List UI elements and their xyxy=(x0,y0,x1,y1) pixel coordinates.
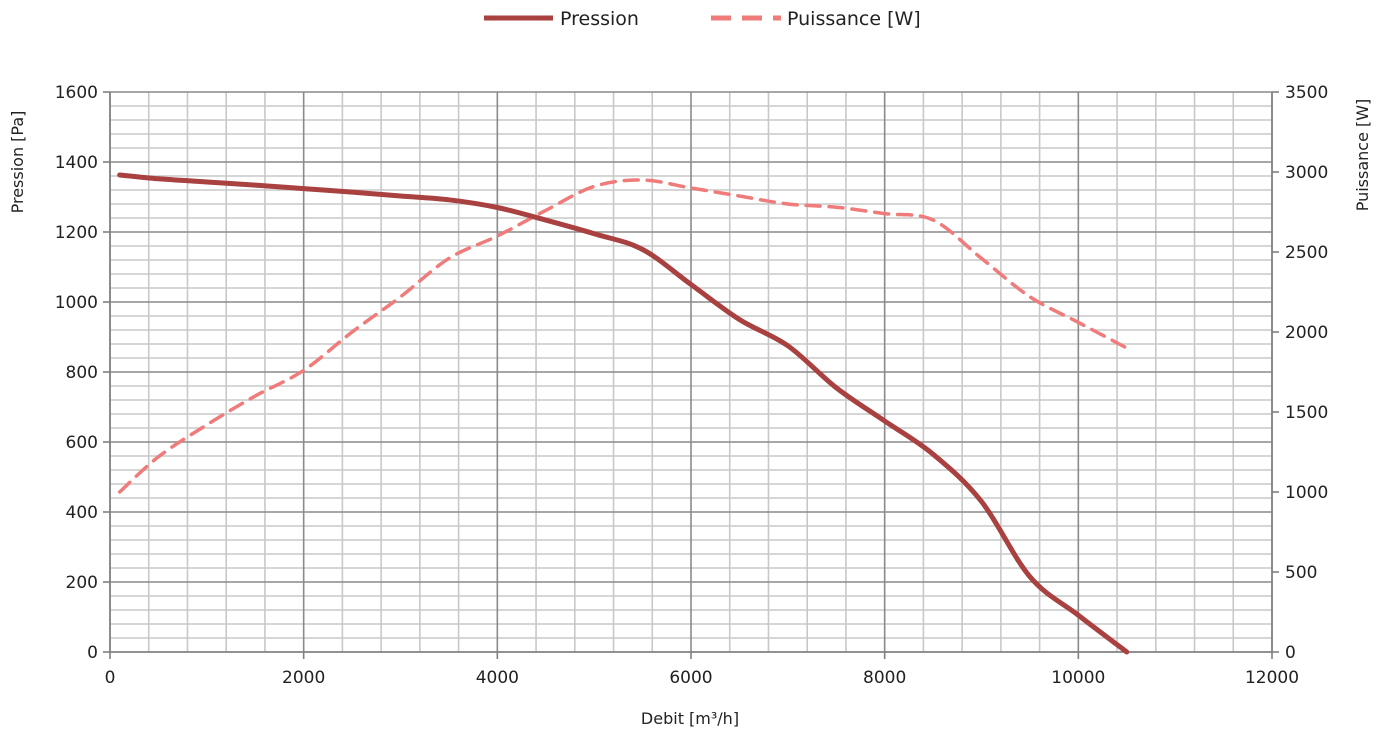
y2-tick-label: 0 xyxy=(1285,643,1296,663)
y-tick-label: 400 xyxy=(66,503,98,523)
y-tick-label: 0 xyxy=(87,643,98,663)
x-tick-label: 0 xyxy=(105,668,116,688)
y-tick-label: 1000 xyxy=(55,293,98,313)
y-tick-label: 1200 xyxy=(55,223,98,243)
x-tick-label: 4000 xyxy=(476,668,519,688)
y-tick-label: 600 xyxy=(66,433,98,453)
legend: Pression Puissance [W] xyxy=(484,8,921,30)
series-line-pression xyxy=(117,172,1130,655)
series-layer xyxy=(117,172,1130,655)
y2-axis-title: Puissance [W] xyxy=(1353,99,1372,212)
x-tick-label: 10000 xyxy=(1051,668,1105,688)
series-line-puissance xyxy=(117,178,1129,494)
y-tick-label: 1400 xyxy=(55,153,98,173)
y2-tick-label: 1500 xyxy=(1285,403,1328,423)
y-axis-title: Pression [Pa] xyxy=(8,111,27,214)
y2-tick-label: 500 xyxy=(1285,563,1317,583)
x-tick-label: 6000 xyxy=(669,668,712,688)
y-tick-label: 800 xyxy=(66,363,98,383)
y-tick-label: 200 xyxy=(66,573,98,593)
tick-labels: 0 200 400 600 800 1000 1200 1400 1600 0 500 1000 150… xyxy=(55,83,1329,688)
grid xyxy=(109,91,1273,653)
y2-tick-label: 2500 xyxy=(1285,243,1328,263)
legend-label-pression: Pression xyxy=(560,8,639,30)
legend-label-puissance: Puissance [W] xyxy=(787,8,921,30)
y2-tick-label: 1000 xyxy=(1285,483,1328,503)
y2-tick-label: 3500 xyxy=(1285,83,1328,103)
y2-tick-label: 3000 xyxy=(1285,163,1328,183)
x-tick-label: 2000 xyxy=(282,668,325,688)
x-tick-label: 8000 xyxy=(863,668,906,688)
y-tick-label: 1600 xyxy=(55,83,98,103)
x-axis-title: Debit [m³/h] xyxy=(641,709,739,728)
y2-tick-label: 2000 xyxy=(1285,323,1328,343)
x-tick-label: 12000 xyxy=(1245,668,1299,688)
axes xyxy=(103,91,1279,659)
